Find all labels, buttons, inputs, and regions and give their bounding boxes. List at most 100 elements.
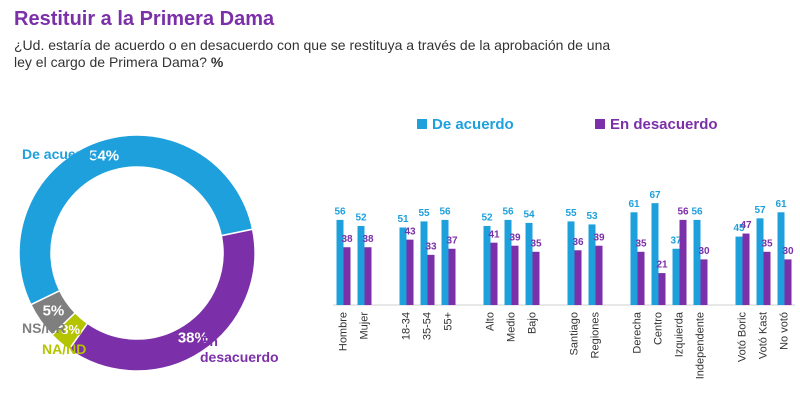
bar	[567, 221, 575, 305]
bar-value-label: 35	[530, 238, 542, 249]
bar	[525, 222, 533, 305]
bar-value-label: 43	[404, 226, 416, 237]
bar-value-label: 55	[565, 208, 577, 219]
slice-value-label: 54%	[89, 147, 119, 164]
bar	[343, 247, 351, 305]
bar	[672, 248, 680, 305]
x-tick-label: 18-34	[400, 312, 412, 340]
bar-value-label: 35	[761, 238, 773, 249]
bar-value-label: 56	[334, 207, 346, 218]
bar	[784, 259, 792, 305]
title: Restituir a la Primera Dama	[14, 8, 275, 30]
bar	[490, 242, 498, 305]
bar-value-label: 37	[670, 235, 682, 246]
x-tick-label: 35-54	[421, 312, 433, 340]
bar-value-label: 51	[397, 214, 409, 225]
donut-slice	[29, 289, 77, 337]
bar	[693, 219, 701, 305]
bar	[448, 248, 456, 305]
subtitle-text: ¿Ud. estaría de acuerdo o en desacuerdo …	[14, 37, 611, 70]
bar-value-label: 54	[523, 210, 535, 221]
bar	[658, 273, 666, 305]
bar-value-label: 56	[691, 207, 703, 218]
bar	[777, 212, 785, 305]
x-tick-label: Izquierda	[673, 311, 685, 357]
subtitle: ¿Ud. estaría de acuerdo o en desacuerdo …	[14, 37, 614, 71]
bar	[364, 247, 372, 305]
slice-category-label: NA/ND	[42, 341, 87, 357]
x-tick-label: 55+	[442, 312, 454, 331]
x-tick-label: No votó	[778, 312, 790, 350]
bar-value-label: 39	[593, 232, 605, 243]
bar	[588, 224, 596, 305]
bar-value-label: 57	[754, 205, 766, 216]
bar-value-label: 36	[572, 237, 584, 248]
bar	[742, 233, 750, 305]
bar-value-label: 56	[677, 207, 689, 218]
header: Restituir a la Primera Dama ¿Ud. estaría…	[14, 8, 614, 71]
bar	[406, 239, 414, 305]
slice-value-label: 5%	[43, 302, 65, 319]
bar-value-label: 56	[502, 207, 514, 218]
legend-swatch	[417, 119, 427, 129]
bar-value-label: 47	[740, 220, 752, 231]
slice-category-label: NS/NR	[22, 320, 66, 336]
bar-value-label: 37	[446, 235, 458, 246]
x-tick-label: Regiones	[589, 312, 601, 359]
bar	[504, 219, 512, 305]
x-tick-label: Bajo	[526, 312, 538, 334]
bar-value-label: 39	[509, 232, 521, 243]
bar	[637, 251, 645, 305]
bar-value-label: 53	[586, 211, 598, 222]
bar-value-label: 56	[439, 207, 451, 218]
x-tick-label: Mujer	[358, 312, 370, 340]
bar	[679, 219, 687, 305]
x-tick-label: Independente	[694, 312, 706, 379]
x-tick-label: Hombre	[337, 312, 349, 351]
donut-slice	[67, 228, 256, 372]
x-tick-label: Medio	[505, 312, 517, 342]
slice-category-label: De acuerdo	[22, 146, 99, 162]
x-tick-label: Votó Boric	[736, 312, 748, 363]
bar	[630, 212, 638, 305]
bar-value-label: 33	[425, 241, 437, 252]
bar	[651, 203, 659, 305]
x-tick-label: Alto	[484, 312, 496, 331]
bar	[700, 259, 708, 305]
bar	[483, 225, 491, 305]
bar	[735, 236, 743, 305]
bar-value-label: 30	[782, 246, 794, 257]
legend-swatch	[595, 119, 605, 129]
bar	[756, 218, 764, 305]
bar	[357, 225, 365, 305]
bar	[763, 251, 771, 305]
slice-category-label: En desacuerdo	[200, 333, 279, 365]
bar-value-label: 45	[733, 223, 745, 234]
unit: %	[210, 54, 224, 70]
bar	[399, 227, 407, 305]
bar	[532, 251, 540, 305]
donut-slice	[18, 134, 254, 306]
bar-value-label: 61	[628, 199, 640, 210]
x-tick-label: Votó Kast	[757, 312, 769, 359]
x-tick-label: Derecha	[631, 311, 643, 353]
bar-value-label: 38	[341, 234, 353, 245]
bar-value-label: 30	[698, 246, 710, 257]
bar-value-label: 38	[362, 234, 374, 245]
bar	[420, 221, 428, 305]
legend-label: En desacuerdo	[610, 116, 718, 133]
bar	[595, 245, 603, 305]
bar-value-label: 52	[481, 213, 493, 224]
x-tick-label: Centro	[652, 312, 664, 345]
bar-value-label: 55	[418, 208, 430, 219]
legend-label: De acuerdo	[432, 116, 514, 133]
bar	[336, 219, 344, 305]
slice-value-label: 3%	[61, 322, 80, 337]
bar-value-label: 67	[649, 190, 661, 201]
bar	[511, 245, 519, 305]
bar-value-label: 21	[656, 260, 668, 271]
bar-value-label: 35	[635, 238, 647, 249]
bar	[427, 254, 435, 305]
